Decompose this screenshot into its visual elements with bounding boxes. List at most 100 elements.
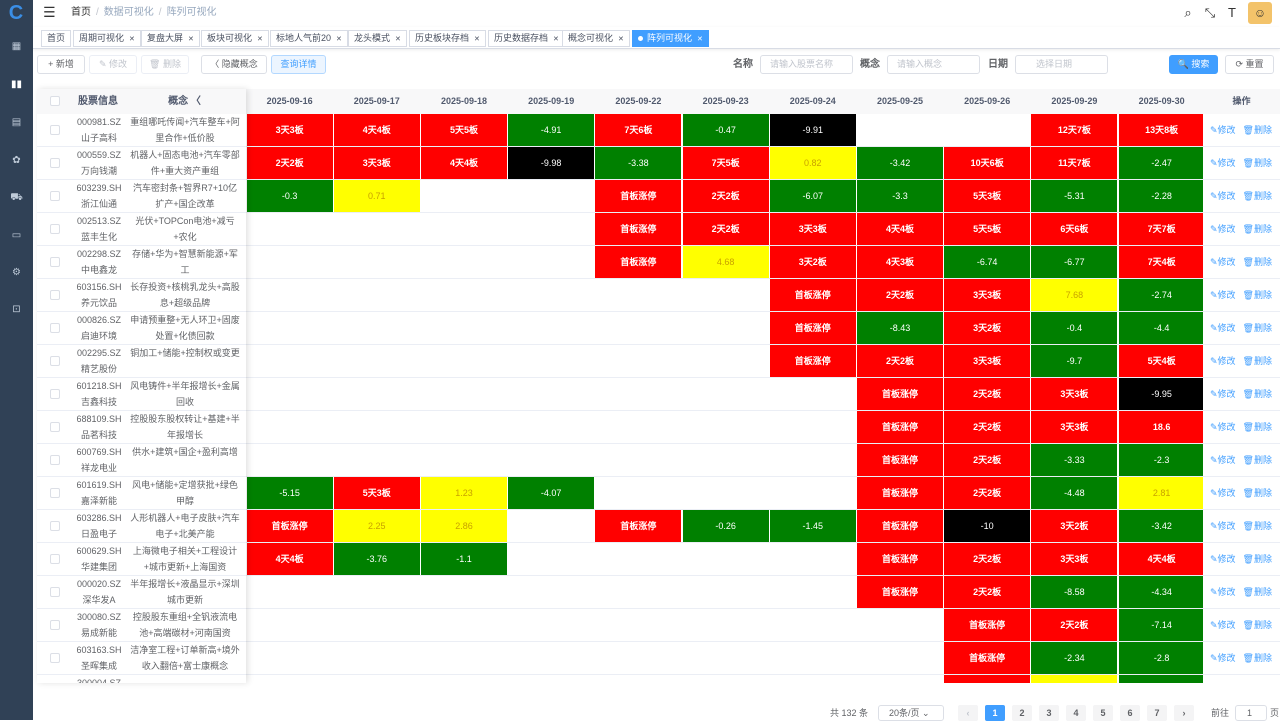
header-concept[interactable]: 概念 〈: [123, 89, 246, 114]
tag-review-screen[interactable]: 复盘大屏 ✕: [141, 30, 200, 47]
tag-sector-vis[interactable]: 板块可视化 ✕: [201, 30, 269, 47]
row-checkbox[interactable]: [50, 323, 60, 333]
row-checkbox[interactable]: [50, 422, 60, 432]
table-row[interactable]: 000559.SZ 万向钱潮 机器人+固态电池+汽车零部件+重大资产重组: [37, 147, 246, 180]
close-icon[interactable]: ✕: [395, 36, 401, 43]
row-edit-link[interactable]: ✎修改: [1210, 521, 1236, 531]
row-delete-link[interactable]: 🗑删除: [1242, 356, 1272, 366]
row-delete-link[interactable]: 🗑删除: [1242, 389, 1272, 399]
row-edit-link[interactable]: ✎修改: [1210, 389, 1236, 399]
row-delete-link[interactable]: 🗑删除: [1242, 125, 1272, 135]
tag-cycle-vis[interactable]: 周期可视化 ✕: [73, 30, 141, 47]
table-row[interactable]: 600769.SH 祥龙电业 供水+建筑+国企+盈利高增: [37, 444, 246, 477]
table-row[interactable]: 603239.SH 浙江仙通 汽车密封条+智界R7+10亿扩产+国企改革: [37, 180, 246, 213]
name-input[interactable]: 请输入股票名称: [760, 55, 853, 74]
row-checkbox[interactable]: [50, 653, 60, 663]
row-delete-link[interactable]: 🗑删除: [1242, 191, 1272, 201]
hide-concept-button[interactable]: 〈 隐藏概念: [201, 55, 267, 74]
query-detail-button[interactable]: 查询详情: [271, 55, 326, 74]
table-row[interactable]: 300080.SZ 易成新能 控股股东重组+全钒液流电池+高端碳材+河南国资: [37, 609, 246, 642]
page-2[interactable]: 2: [1012, 705, 1032, 721]
font-size-icon[interactable]: T: [1228, 5, 1236, 20]
delete-button[interactable]: 🗑 删除: [141, 55, 189, 74]
row-edit-link[interactable]: ✎修改: [1210, 620, 1236, 630]
row-edit-link[interactable]: ✎修改: [1210, 290, 1236, 300]
edit-button[interactable]: ✎ 修改: [89, 55, 137, 74]
row-checkbox[interactable]: [50, 488, 60, 498]
table-row[interactable]: 688109.SH 品茗科技 控股股东股权转让+基建+半年报增长: [37, 411, 246, 444]
row-edit-link[interactable]: ✎修改: [1210, 653, 1236, 663]
row-checkbox[interactable]: [50, 455, 60, 465]
table-row[interactable]: 603156.SH 养元饮品 长存投资+核桃乳龙头+高股息+超级品牌: [37, 279, 246, 312]
row-edit-link[interactable]: ✎修改: [1210, 356, 1236, 366]
row-edit-link[interactable]: ✎修改: [1210, 257, 1236, 267]
row-edit-link[interactable]: ✎修改: [1210, 125, 1236, 135]
row-delete-link[interactable]: 🗑删除: [1242, 620, 1272, 630]
row-edit-link[interactable]: ✎修改: [1210, 587, 1236, 597]
cart-icon[interactable]: ⛟: [10, 192, 23, 203]
date-picker[interactable]: 选择日期: [1015, 55, 1108, 74]
hamburger-icon[interactable]: ☰: [43, 4, 56, 20]
tag-top20[interactable]: 标地人气前20 ✕: [270, 30, 348, 47]
tag-home[interactable]: 首页: [41, 30, 72, 47]
row-checkbox[interactable]: [50, 620, 60, 630]
tag-data-archive[interactable]: 历史数据存档 ✕: [488, 30, 565, 47]
table-row[interactable]: 603163.SH 圣晖集成 洁净室工程+订单新高+境外收入翻倍+富士康概念: [37, 642, 246, 675]
table-row[interactable]: 600629.SH 华建集团 上海微电子相关+工程设计+城市更新+上海国资: [37, 543, 246, 576]
row-delete-link[interactable]: 🗑删除: [1242, 290, 1272, 300]
tag-leader-mode[interactable]: 龙头模式 ✕: [348, 30, 407, 47]
row-edit-link[interactable]: ✎修改: [1210, 224, 1236, 234]
row-delete-link[interactable]: 🗑删除: [1242, 422, 1272, 432]
row-checkbox[interactable]: [50, 587, 60, 597]
table-row[interactable]: 000826.SZ 启迪环境 申请预重整+无人环卫+固废处置+化债回款: [37, 312, 246, 345]
row-delete-link[interactable]: 🗑删除: [1242, 158, 1272, 168]
dashboard-icon[interactable]: ▦: [11, 41, 22, 52]
page-3[interactable]: 3: [1039, 705, 1059, 721]
tag-sector-archive[interactable]: 历史板块存档 ✕: [409, 30, 486, 47]
close-icon[interactable]: ✕: [697, 36, 703, 43]
chart-icon[interactable]: ▮▮: [10, 79, 22, 90]
close-icon[interactable]: ✕: [257, 36, 263, 43]
tag-concept-vis[interactable]: 概念可视化 ✕: [562, 30, 630, 47]
search-button[interactable]: 🔍 搜索: [1169, 55, 1218, 74]
briefcase-icon[interactable]: ⊡: [12, 304, 21, 315]
row-checkbox[interactable]: [50, 191, 60, 201]
row-checkbox[interactable]: [50, 389, 60, 399]
table-row[interactable]: 601619.SH 嘉泽新能 风电+储能+定增获批+绿色甲醇: [37, 477, 246, 510]
tag-array-vis[interactable]: 阵列可视化 ✕: [632, 30, 709, 47]
row-checkbox[interactable]: [50, 521, 60, 531]
row-edit-link[interactable]: ✎修改: [1210, 422, 1236, 432]
row-delete-link[interactable]: 🗑删除: [1242, 554, 1272, 564]
table-row[interactable]: 002513.SZ 蓝丰生化 光伏+TOPCon电池+减亏+农化: [37, 213, 246, 246]
table-row[interactable]: 000020.SZ 深华发A 半年报增长+液晶显示+深圳城市更新: [37, 576, 246, 609]
row-edit-link[interactable]: ✎修改: [1210, 488, 1236, 498]
select-all-checkbox[interactable]: [50, 96, 60, 106]
add-button[interactable]: + 新增: [37, 55, 85, 74]
row-delete-link[interactable]: 🗑删除: [1242, 455, 1272, 465]
page-5[interactable]: 5: [1093, 705, 1113, 721]
row-checkbox[interactable]: [50, 224, 60, 234]
row-checkbox[interactable]: [50, 356, 60, 366]
table-row[interactable]: 300004.SZ: [37, 675, 246, 683]
close-icon[interactable]: ✕: [129, 36, 135, 43]
gear-icon[interactable]: ⚙: [12, 267, 21, 278]
app-logo[interactable]: C: [8, 2, 24, 24]
row-delete-link[interactable]: 🗑删除: [1242, 521, 1272, 531]
avatar[interactable]: ☺: [1248, 2, 1272, 24]
row-edit-link[interactable]: ✎修改: [1210, 158, 1236, 168]
close-icon[interactable]: ✕: [474, 36, 480, 43]
row-checkbox[interactable]: [50, 257, 60, 267]
row-edit-link[interactable]: ✎修改: [1210, 554, 1236, 564]
page-size-select[interactable]: 20条/页 ⌄: [878, 705, 944, 721]
close-icon[interactable]: ✕: [553, 36, 559, 43]
row-edit-link[interactable]: ✎修改: [1210, 455, 1236, 465]
row-edit-link[interactable]: ✎修改: [1210, 191, 1236, 201]
concept-input[interactable]: 请输入概念: [887, 55, 980, 74]
page-6[interactable]: 6: [1120, 705, 1140, 721]
fullscreen-icon[interactable]: ⤡: [1204, 5, 1216, 20]
row-delete-link[interactable]: 🗑删除: [1242, 653, 1272, 663]
row-edit-link[interactable]: ✎修改: [1210, 323, 1236, 333]
row-delete-link[interactable]: 🗑删除: [1242, 587, 1272, 597]
table-row[interactable]: 002298.SZ 中电鑫龙 存储+华为+智慧新能源+军工: [37, 246, 246, 279]
row-checkbox[interactable]: [50, 554, 60, 564]
